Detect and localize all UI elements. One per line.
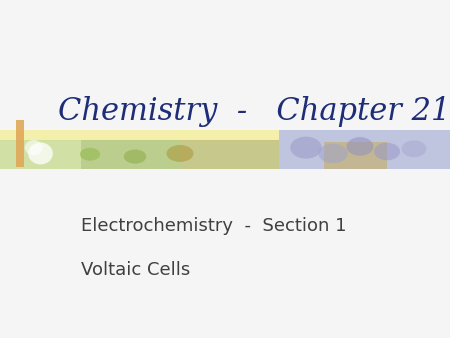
Ellipse shape — [124, 149, 146, 164]
Text: Electrochemistry  -  Section 1: Electrochemistry - Section 1 — [81, 217, 347, 236]
Ellipse shape — [319, 144, 347, 163]
Bar — [324, 142, 387, 169]
Bar — [16, 120, 24, 167]
Bar — [0, 140, 81, 169]
Bar — [180, 140, 279, 169]
Ellipse shape — [25, 140, 43, 155]
Ellipse shape — [28, 143, 53, 165]
Ellipse shape — [374, 143, 400, 160]
Text: Chemistry  -   Chapter 21: Chemistry - Chapter 21 — [58, 96, 450, 127]
Ellipse shape — [401, 140, 427, 157]
Bar — [81, 140, 180, 169]
Text: Voltaic Cells: Voltaic Cells — [81, 261, 190, 280]
Bar — [0, 140, 279, 169]
Bar — [0, 130, 279, 141]
Bar — [279, 130, 450, 169]
Ellipse shape — [166, 145, 194, 162]
Ellipse shape — [80, 148, 100, 161]
Ellipse shape — [290, 137, 322, 159]
Ellipse shape — [346, 137, 374, 156]
Bar — [279, 130, 450, 169]
